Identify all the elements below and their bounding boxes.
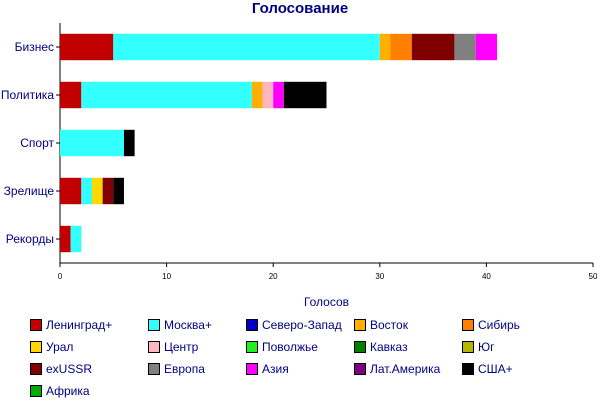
chart-title: Голосование [251, 0, 349, 17]
legend-swatch [246, 363, 258, 375]
bar-segment [262, 81, 274, 109]
legend: Ленинград+ Москва+ Северо-Запад Восток Сибир… [30, 318, 590, 400]
x-tick-label: 30 [375, 272, 384, 281]
chart-plot: 0 10 20 30 40 50 Бизнес Политика Спорт Зрелище Рек… [1, 23, 598, 281]
legend-label: Северо-Запад [262, 318, 342, 332]
legend-item: Москва+ [148, 318, 212, 332]
legend-item: exUSSR [30, 362, 92, 376]
bar-segment [60, 81, 82, 109]
legend-label: Юг [478, 340, 495, 354]
legend-swatch [30, 363, 42, 375]
legend-swatch [354, 319, 366, 331]
legend-swatch [354, 363, 366, 375]
y-tick-label: Зрелище [4, 184, 55, 198]
legend-item: Урал [30, 340, 73, 354]
legend-item: Кавказ [354, 340, 408, 354]
legend-swatch [30, 341, 42, 353]
bar-segment [283, 81, 327, 109]
x-tick-label: 10 [162, 272, 171, 281]
bar-segment [60, 129, 124, 157]
legend-swatch [30, 385, 42, 397]
x-tick-label: 20 [269, 272, 278, 281]
y-tick-label: Политика [1, 88, 54, 102]
x-axis-label: Голосов [303, 295, 350, 309]
legend-label: Кавказ [370, 340, 408, 354]
legend-label: Европа [164, 362, 205, 376]
legend-label: Африка [46, 384, 90, 398]
y-tick-label: Спорт [20, 136, 54, 150]
legend-swatch [462, 363, 474, 375]
legend-label: Восток [370, 318, 408, 332]
y-tick-label: Рекорды [6, 232, 54, 246]
legend-label: Москва+ [164, 318, 212, 332]
legend-item: Азия [246, 362, 289, 376]
legend-swatch [148, 363, 160, 375]
bar-segment [390, 33, 412, 61]
legend-label: exUSSR [46, 362, 93, 376]
legend-item: Центр [148, 340, 198, 354]
bar-segment [273, 81, 284, 109]
legend-item: Европа [148, 362, 205, 376]
legend-item: Поволжье [246, 340, 318, 354]
legend-label: Центр [164, 340, 199, 354]
legend-label: Сибирь [478, 318, 520, 332]
x-tick-label: 40 [482, 272, 491, 281]
legend-item: Восток [354, 318, 408, 332]
legend-swatch [148, 341, 160, 353]
bar-segment [60, 177, 82, 205]
legend-swatch [246, 341, 258, 353]
bar-segment [70, 225, 82, 253]
legend-swatch [462, 319, 474, 331]
legend-item: Северо-Запад [246, 318, 342, 332]
legend-swatch [354, 341, 366, 353]
legend-item: Юг [462, 340, 495, 354]
legend-swatch [148, 319, 160, 331]
legend-label: США+ [478, 362, 513, 376]
legend-label: Урал [46, 340, 74, 354]
bar-segment [123, 129, 135, 157]
legend-item: Лат.Америка [354, 362, 440, 376]
bar-segment [379, 33, 391, 61]
bar-segment [475, 33, 498, 61]
legend-swatch [246, 319, 258, 331]
bar-segment [81, 177, 92, 205]
bar-segment [60, 33, 114, 61]
bar-segment [251, 81, 263, 109]
bar-segment [102, 177, 114, 205]
bar-segment [60, 225, 71, 253]
legend-item: Африка [30, 384, 90, 398]
bar-segment [454, 33, 476, 61]
bar-segment [81, 81, 252, 109]
legend-label: Поволжье [262, 340, 318, 354]
bar-segment [113, 33, 380, 61]
bar-segment [411, 33, 455, 61]
x-tick-label: 0 [58, 272, 63, 281]
legend-swatch [30, 319, 42, 331]
bar-segment [91, 177, 103, 205]
bar-segment [113, 177, 124, 205]
legend-label: Ленинград+ [46, 318, 113, 332]
legend-swatch [462, 341, 474, 353]
x-tick-label: 50 [589, 272, 598, 281]
legend-label: Лат.Америка [370, 362, 441, 376]
y-tick-label: Бизнес [15, 40, 54, 54]
legend-item: США+ [462, 362, 513, 376]
legend-item: Ленинград+ [30, 318, 112, 332]
legend-item: Сибирь [462, 318, 520, 332]
legend-label: Азия [262, 362, 289, 376]
